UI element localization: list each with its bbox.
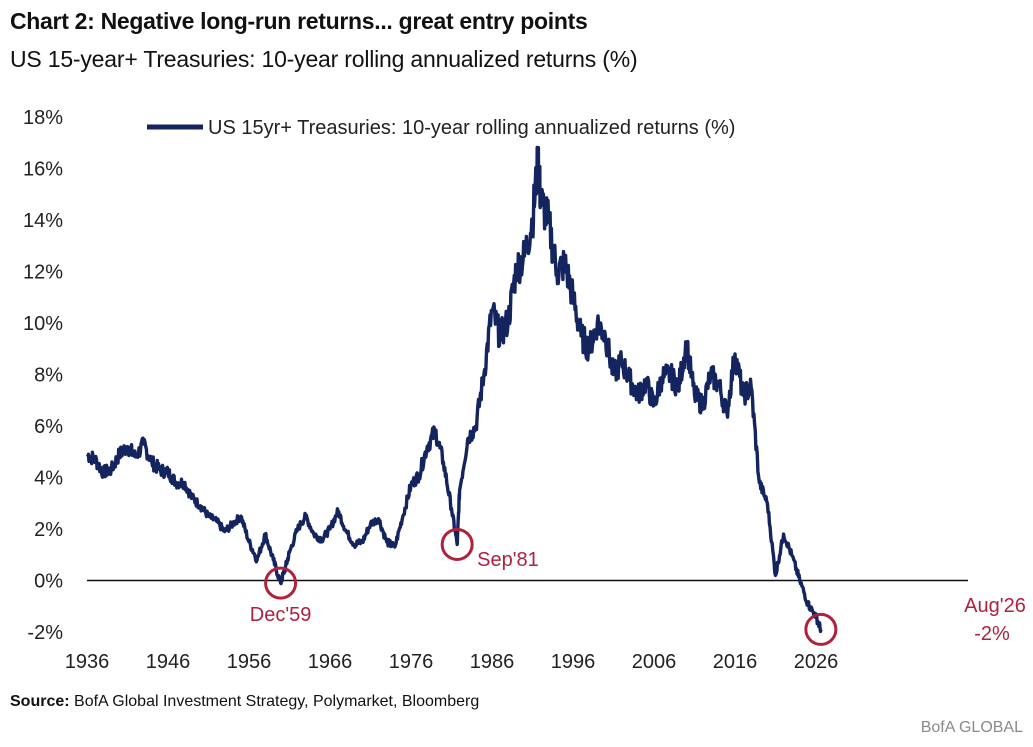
y-tick-label: 14%: [23, 210, 63, 232]
chart-title: Chart 2: Negative long-run returns... gr…: [10, 8, 588, 34]
y-tick-label: 16%: [23, 159, 63, 181]
source-note: Source: BofA Global Investment Strategy,…: [10, 693, 479, 711]
annotation-label: -2%: [974, 623, 1010, 645]
x-tick-label: 1936: [65, 651, 110, 673]
y-tick-label: 2%: [34, 519, 63, 541]
x-tick-label: 1976: [389, 651, 434, 673]
y-tick-label: 0%: [34, 571, 63, 593]
series-line: [85, 145, 823, 634]
x-tick-label: 1996: [551, 651, 596, 673]
annotation-circle: [264, 566, 298, 600]
legend: US 15yr+ Treasuries: 10-year rolling ann…: [147, 117, 735, 139]
source-label: Source:: [10, 693, 70, 710]
legend-label: US 15yr+ Treasuries: 10-year rolling ann…: [208, 117, 735, 139]
x-axis-ticks: 1936 1946 1956 1966 1976 1986 1996 2006 2016 2026: [65, 651, 839, 673]
y-tick-label: -2%: [27, 622, 63, 644]
annotations: Dec'59 Sep'81 Aug'26 -2%: [250, 527, 1026, 646]
x-tick-label: 2016: [713, 651, 758, 673]
annotation-circle: [804, 612, 838, 646]
y-tick-label: 8%: [34, 365, 63, 387]
y-tick-label: 10%: [23, 313, 63, 335]
chart-subtitle: US 15-year+ Treasuries: 10-year rolling …: [10, 46, 638, 72]
annotation-label: Aug'26: [964, 595, 1026, 617]
source-text: BofA Global Investment Strategy, Polymar…: [74, 693, 480, 710]
x-tick-label: 1946: [146, 651, 191, 673]
x-tick-label: 2026: [794, 651, 839, 673]
x-tick-label: 1986: [470, 651, 515, 673]
y-axis-ticks: -2% 0% 2% 4% 6% 8% 10% 12% 14% 16% 18%: [23, 107, 63, 644]
x-tick-label: 1966: [308, 651, 353, 673]
y-tick-label: 4%: [34, 468, 63, 490]
y-tick-label: 6%: [34, 416, 63, 438]
annotation-label: Sep'81: [477, 549, 539, 571]
y-tick-label: 12%: [23, 262, 63, 284]
annotation-circle: [440, 527, 474, 561]
x-tick-label: 2006: [632, 651, 677, 673]
x-tick-label: 1956: [227, 651, 272, 673]
y-tick-label: 18%: [23, 107, 63, 129]
annotation-label: Dec'59: [250, 604, 312, 626]
brand-logo: BofA GLOBAL: [920, 719, 1023, 736]
